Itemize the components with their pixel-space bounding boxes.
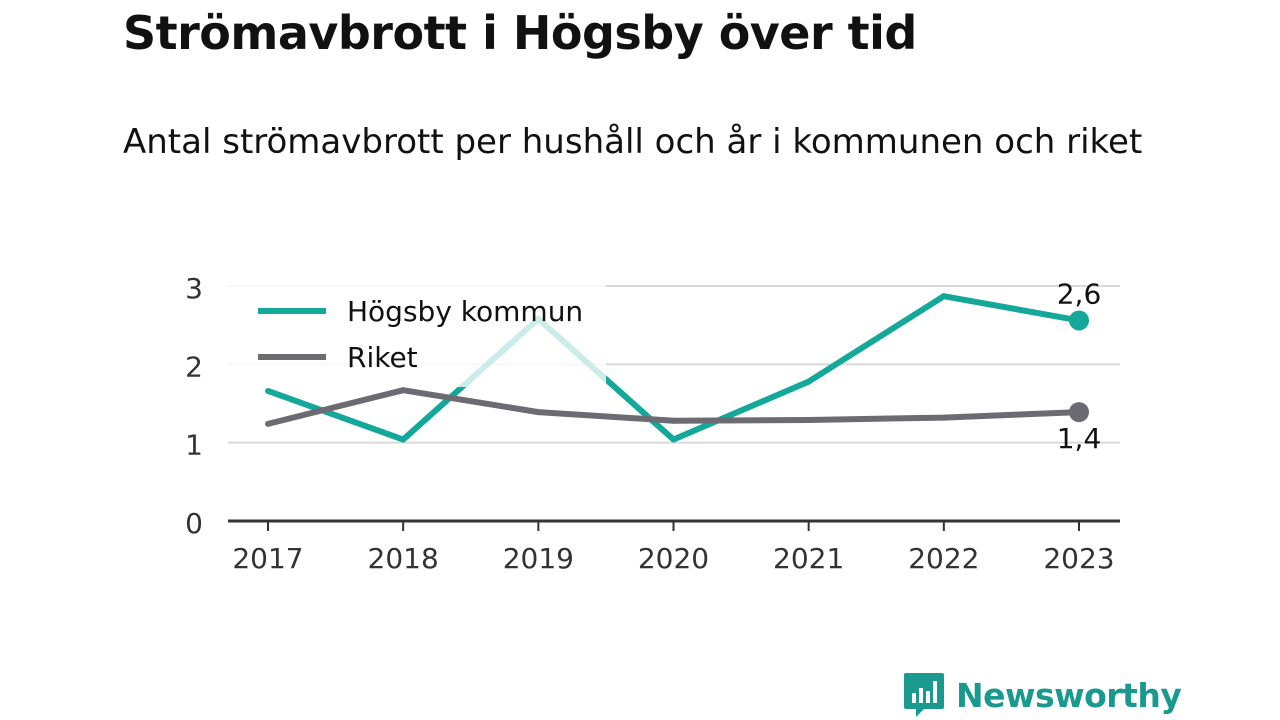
- newsworthy-logo-text: Newsworthy: [956, 675, 1182, 715]
- x-tick-label: 2021: [773, 542, 844, 575]
- data-point-riket: [400, 387, 407, 394]
- data-point-hogsby: [670, 436, 677, 443]
- y-tick-label: 1: [185, 429, 203, 462]
- x-tick-label: 2018: [368, 542, 439, 575]
- y-tick-label: 2: [185, 350, 203, 383]
- data-point-riket: [805, 416, 812, 423]
- data-point-hogsby: [940, 293, 947, 300]
- data-point-hogsby: [805, 378, 812, 385]
- data-point-hogsby: [400, 436, 407, 443]
- end-value-label-riket: 1,4: [1057, 422, 1102, 455]
- end-value-label-hogsby: 2,6: [1057, 277, 1102, 310]
- legend: Högsby kommun Riket: [258, 295, 583, 374]
- x-tick-label: 2022: [908, 542, 979, 575]
- legend-label-riket: Riket: [347, 341, 418, 374]
- legend-background: [226, 285, 606, 387]
- y-tick-label: 3: [185, 272, 203, 305]
- x-tick-label: 2019: [503, 542, 574, 575]
- data-labels: 2,6 1,4: [1057, 277, 1102, 455]
- chart-subtitle: Antal strömavbrott per hushåll och år i …: [123, 122, 1143, 162]
- data-point-riket: [670, 417, 677, 424]
- data-point-hogsby: [265, 387, 271, 394]
- chart-title: Strömavbrott i Högsby över tid: [123, 6, 917, 60]
- end-marker-riket: [1069, 402, 1089, 423]
- x-axis-ticks: 2017 2018 2019 2020 2021 2022 2023: [232, 521, 1115, 575]
- newsworthy-logo: Newsworthy: [902, 671, 1182, 719]
- newsworthy-logo-icon: [904, 673, 944, 717]
- x-tick-label: 2017: [232, 542, 303, 575]
- data-point-riket: [265, 420, 271, 427]
- x-tick-label: 2023: [1043, 542, 1114, 575]
- legend-label-hogsby: Högsby kommun: [347, 295, 583, 328]
- y-tick-label: 0: [185, 507, 203, 540]
- end-marker-hogsby: [1069, 310, 1089, 331]
- data-point-riket: [535, 409, 542, 416]
- data-point-riket: [940, 414, 947, 421]
- x-tick-label: 2020: [638, 542, 709, 575]
- y-axis-ticks: 0 1 2 3: [185, 272, 203, 540]
